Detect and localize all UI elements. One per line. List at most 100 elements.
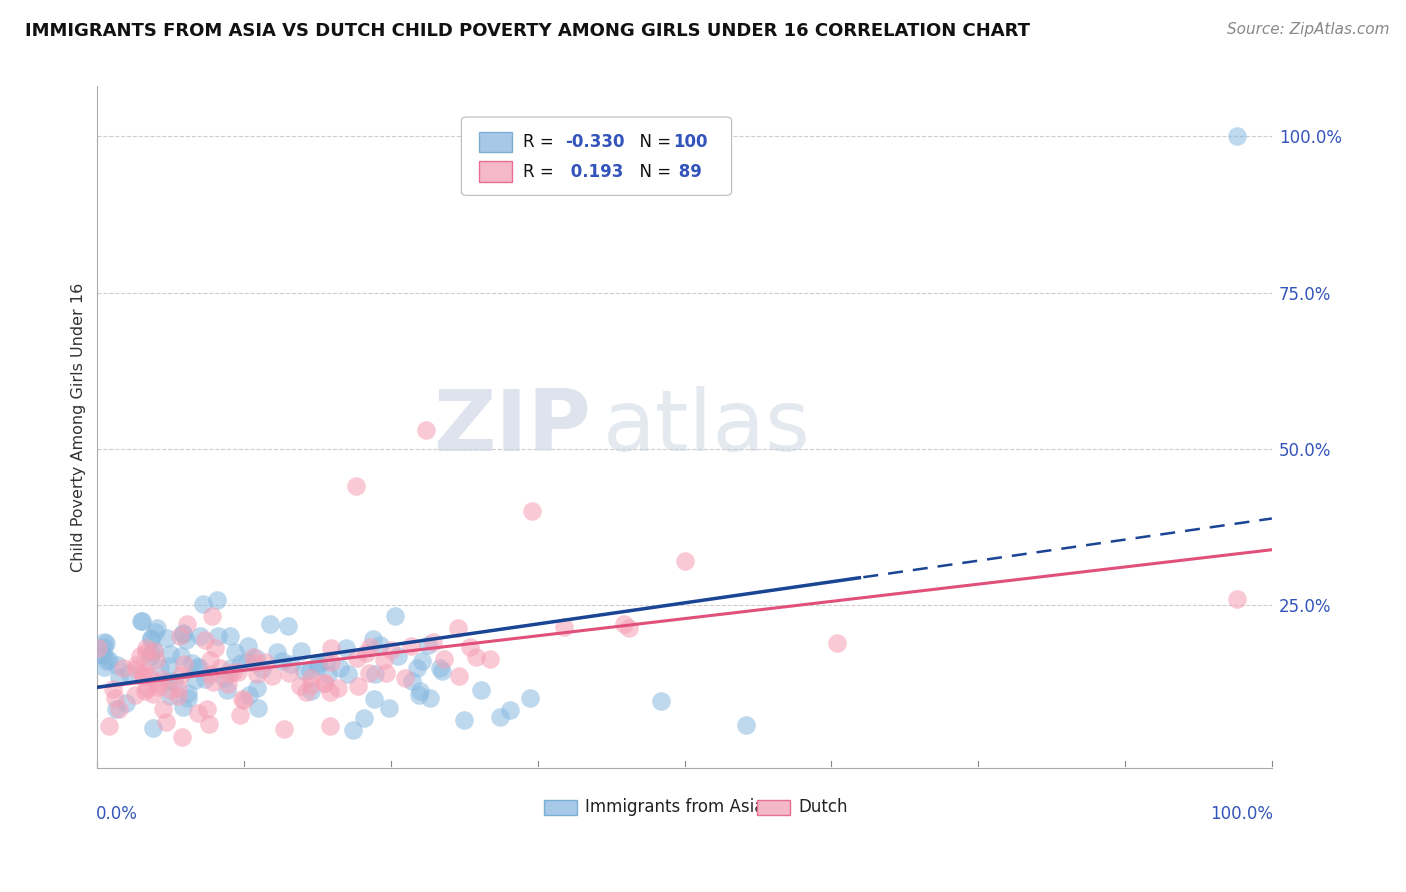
Point <box>146 675 169 690</box>
Point <box>198 653 221 667</box>
Point <box>342 723 364 738</box>
Point <box>447 669 470 683</box>
Point <box>172 625 194 640</box>
Text: N =: N = <box>630 162 676 180</box>
Point <box>143 643 166 657</box>
Point <box>378 701 401 715</box>
Point <box>299 684 322 698</box>
Point <box>246 700 269 714</box>
Point <box>1226 129 1249 144</box>
Point <box>650 694 672 708</box>
Point <box>188 629 211 643</box>
Point <box>243 656 266 670</box>
Point <box>315 676 337 690</box>
Point <box>315 655 337 669</box>
Text: 0.0%: 0.0% <box>96 805 138 823</box>
Point <box>326 681 349 696</box>
Point <box>215 682 238 697</box>
Point <box>250 662 273 676</box>
Point <box>337 666 360 681</box>
Point <box>499 703 522 717</box>
Text: R =: R = <box>523 162 558 180</box>
Point <box>319 640 342 655</box>
Point <box>143 625 166 640</box>
Point <box>429 661 451 675</box>
Text: 100.0%: 100.0% <box>1211 805 1272 823</box>
Point <box>489 709 512 723</box>
Point <box>246 681 269 695</box>
Point <box>273 723 295 737</box>
Point <box>157 674 180 689</box>
Point <box>416 638 439 652</box>
Point <box>118 666 141 681</box>
Point <box>613 617 636 632</box>
Point <box>316 667 339 681</box>
Point <box>143 643 166 657</box>
Point <box>104 690 127 705</box>
Text: Source: ZipAtlas.com: Source: ZipAtlas.com <box>1226 22 1389 37</box>
Point <box>290 644 312 658</box>
Point <box>222 665 245 679</box>
Point <box>93 640 115 654</box>
Point <box>235 655 257 669</box>
Point <box>295 685 318 699</box>
Point <box>245 650 267 665</box>
Point <box>204 641 226 656</box>
FancyBboxPatch shape <box>461 117 731 195</box>
Point <box>159 648 181 662</box>
Point <box>219 661 242 675</box>
Point <box>280 657 302 672</box>
Point <box>93 635 115 649</box>
Point <box>205 593 228 607</box>
Point <box>374 665 396 680</box>
Y-axis label: Child Poverty Among Girls Under 16: Child Poverty Among Girls Under 16 <box>72 283 86 572</box>
FancyBboxPatch shape <box>479 161 512 182</box>
Point <box>226 665 249 679</box>
Point <box>734 718 756 732</box>
Point <box>107 702 129 716</box>
Point <box>174 632 197 647</box>
Point <box>186 660 208 674</box>
Point <box>138 669 160 683</box>
Point <box>139 650 162 665</box>
Point <box>142 687 165 701</box>
Point <box>155 715 177 730</box>
Point <box>124 688 146 702</box>
Point <box>163 673 186 688</box>
Text: 0.193: 0.193 <box>565 162 623 180</box>
Point <box>145 653 167 667</box>
Point <box>470 683 492 698</box>
Point <box>197 717 219 731</box>
Point <box>170 668 193 682</box>
Point <box>166 689 188 703</box>
Point <box>318 685 340 699</box>
Text: N =: N = <box>630 133 676 152</box>
Point <box>173 657 195 671</box>
Point <box>180 656 202 670</box>
Point <box>299 671 322 685</box>
Point <box>553 620 575 634</box>
Point <box>464 649 486 664</box>
Point <box>335 640 357 655</box>
Point <box>419 690 441 705</box>
Point <box>368 638 391 652</box>
Point <box>387 648 409 663</box>
Point <box>224 645 246 659</box>
Point <box>479 652 502 666</box>
Point <box>115 696 138 710</box>
Text: atlas: atlas <box>602 385 810 468</box>
Point <box>194 632 217 647</box>
Point <box>346 651 368 665</box>
Point <box>202 675 225 690</box>
Point <box>146 622 169 636</box>
Point <box>344 479 367 493</box>
FancyBboxPatch shape <box>479 132 512 153</box>
Point <box>183 673 205 688</box>
Point <box>447 621 470 635</box>
Point <box>228 707 250 722</box>
Point <box>364 667 387 681</box>
Point <box>453 714 475 728</box>
Point <box>401 673 423 688</box>
Point <box>233 693 256 707</box>
Point <box>169 629 191 643</box>
